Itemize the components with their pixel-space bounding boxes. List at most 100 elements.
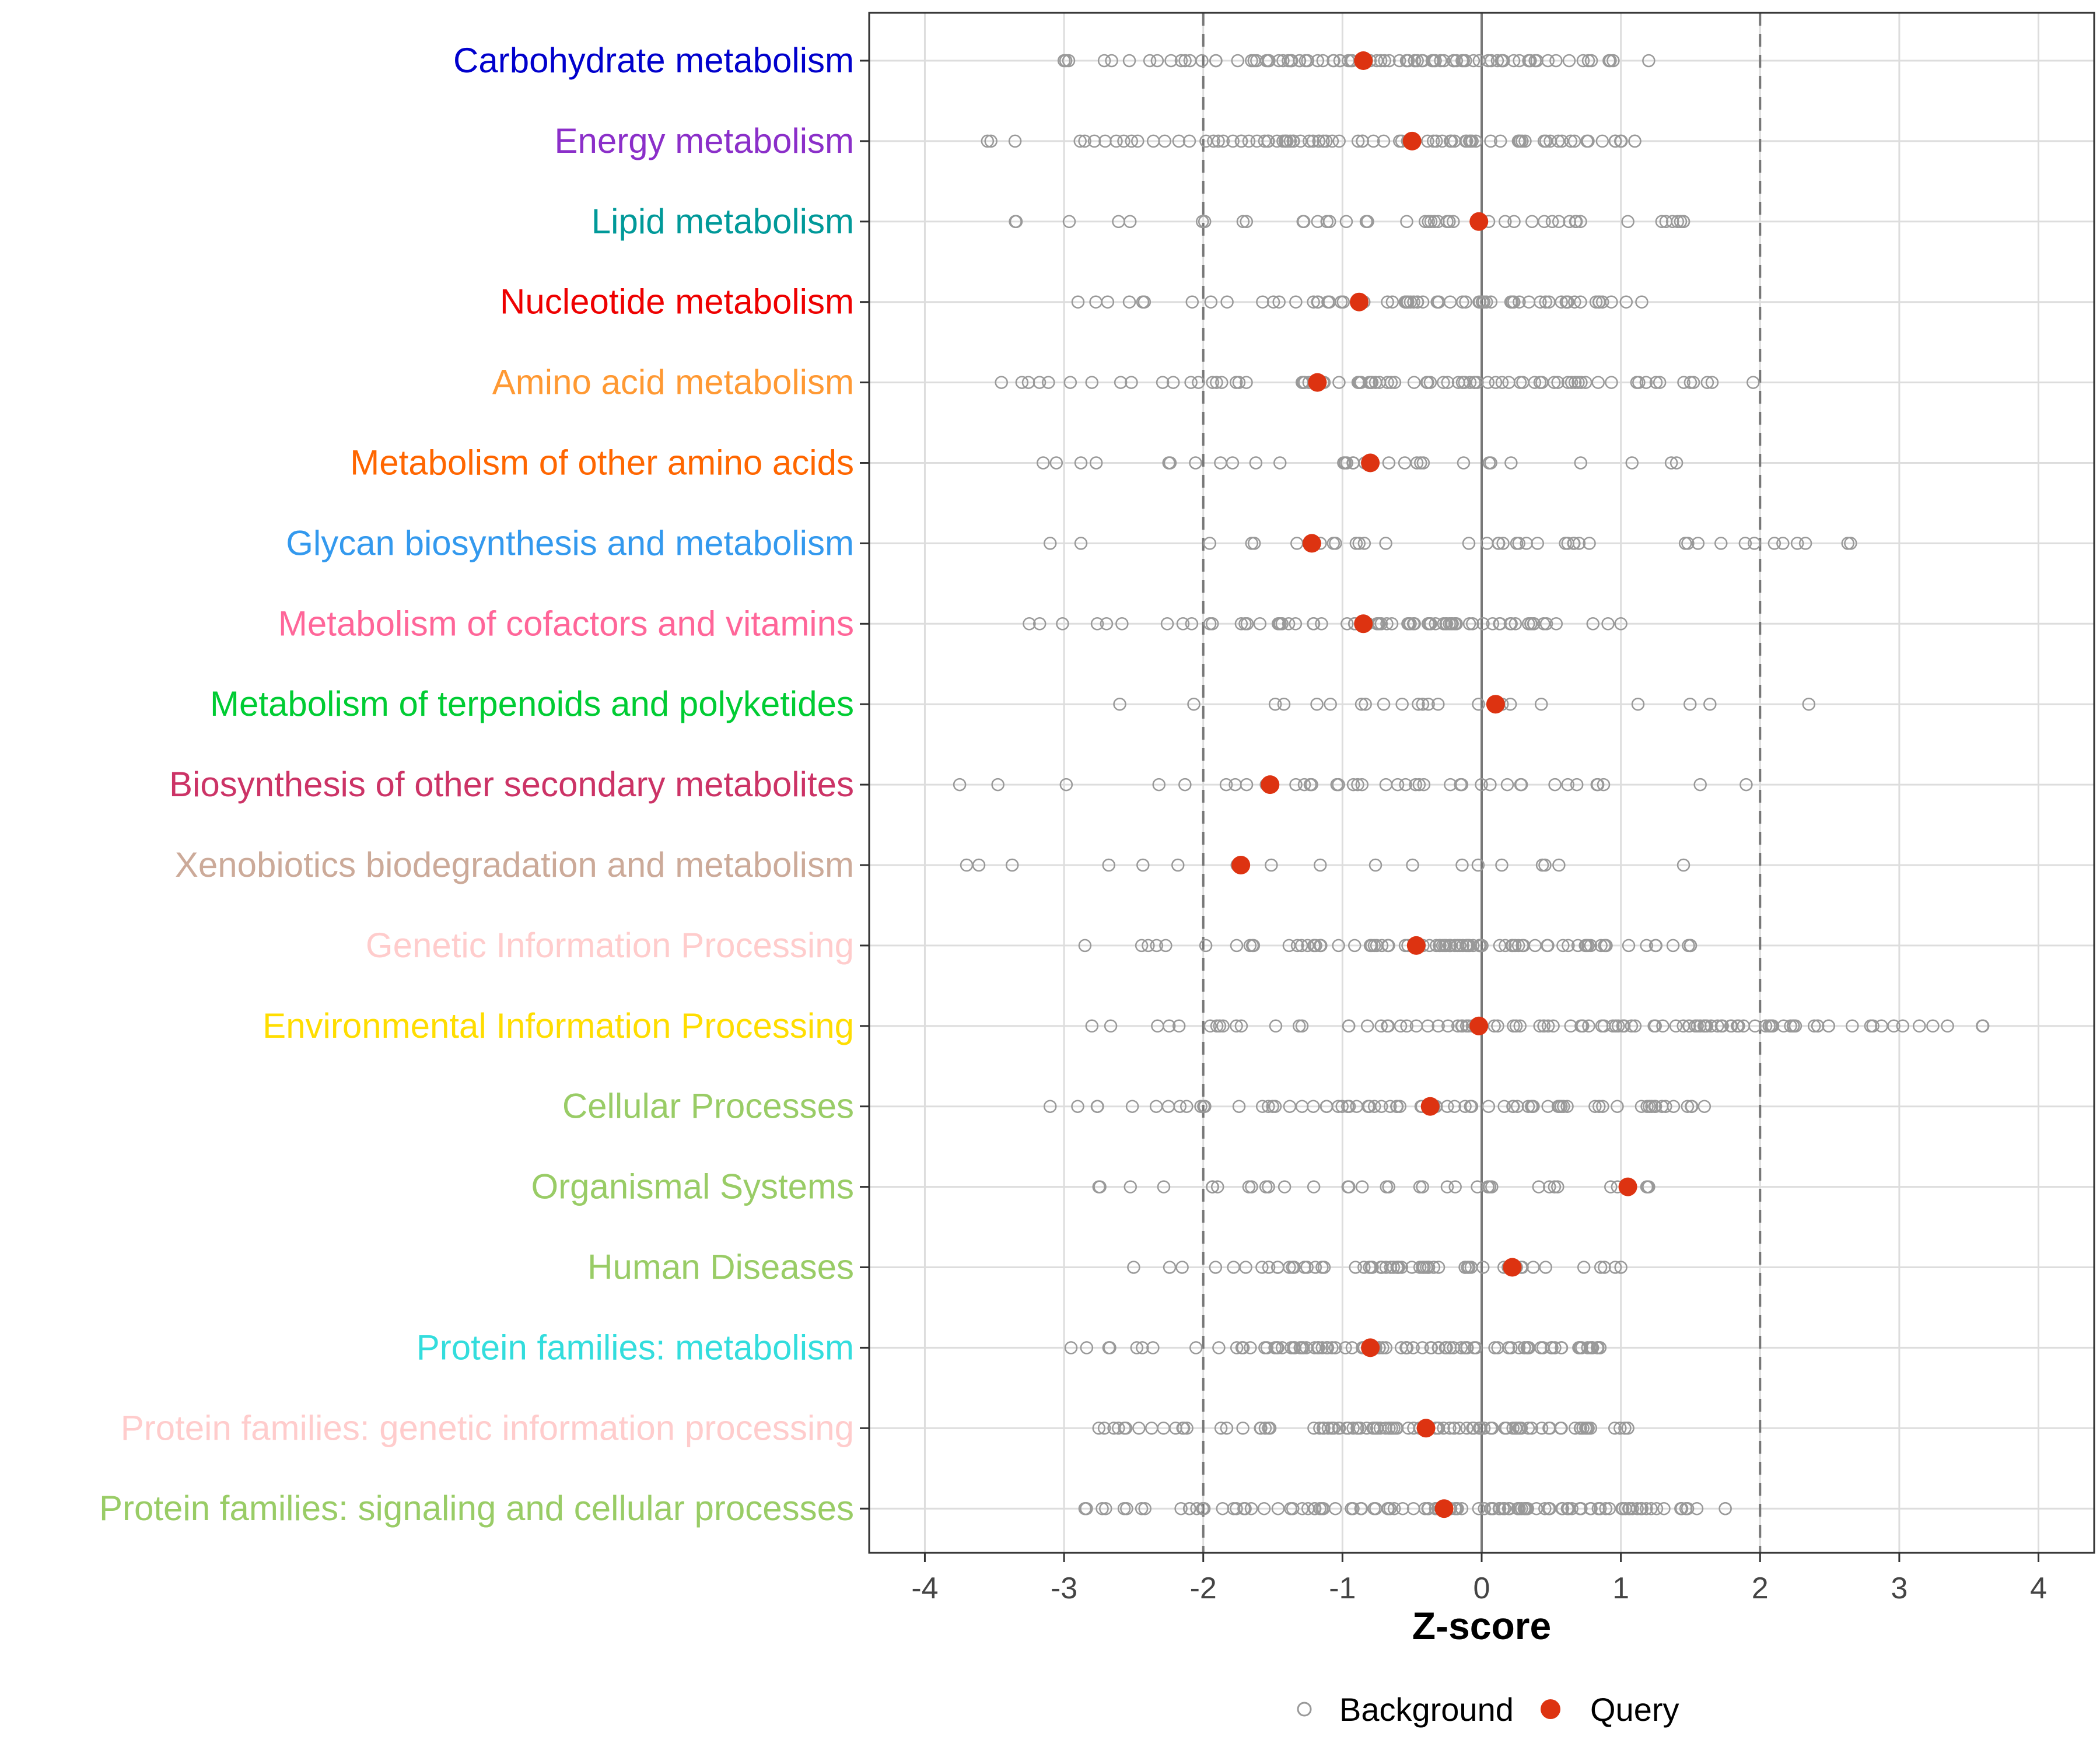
background-point [1125,1100,1139,1113]
background-point [1257,1502,1271,1516]
query-point [1354,614,1373,634]
background-point [1115,617,1129,631]
background-point [1619,295,1633,309]
background-point [1571,939,1585,953]
background-point [1232,1100,1246,1113]
background-point [1481,1180,1494,1194]
background-point [1152,778,1166,792]
background-point [1896,1019,1910,1033]
background-point [1478,1502,1491,1516]
background-point [1314,939,1328,953]
background-point [1270,1341,1284,1354]
background-point [1509,1422,1522,1435]
background-point [1059,778,1073,792]
background-point [1092,1422,1105,1435]
background-point [1595,295,1609,309]
background-point [1056,617,1069,631]
background-point [1640,939,1653,953]
query-point [1434,1499,1454,1518]
background-point [1790,537,1804,550]
background-point [1331,1100,1345,1113]
background-point [1276,54,1290,68]
background-point [1405,1261,1419,1274]
category-label: Protein families: signaling and cellular… [99,1489,854,1528]
background-point [1271,1502,1285,1516]
background-point [1472,697,1485,711]
background-point [1110,134,1123,148]
background-point [1325,1422,1339,1435]
background-point [1765,1019,1779,1033]
background-points [953,54,1990,1516]
background-point [1807,1019,1821,1033]
background-point [1293,54,1306,68]
background-point [1097,54,1111,68]
background-point [1685,1100,1699,1113]
background-point [1659,215,1673,229]
background-point [1683,697,1697,711]
background-point [1545,215,1559,229]
background-point [1176,617,1190,631]
background-point [1410,456,1424,470]
background-point [1194,1100,1208,1113]
background-point [1244,1502,1258,1516]
background-point [1192,376,1205,389]
background-point [1240,376,1253,389]
background-point [1512,1341,1526,1354]
background-point [1363,1261,1376,1274]
background-point [981,134,995,148]
background-point [1448,1180,1462,1194]
background-point [1203,537,1217,550]
background-point [1071,1100,1084,1113]
background-point [1138,1502,1152,1516]
background-point [1614,1261,1628,1274]
background-point [1173,1100,1186,1113]
background-point [1355,778,1369,792]
background-point [1284,54,1298,68]
category-label: Xenobiotics biodegradation and metabolis… [175,845,854,884]
background-point [1664,456,1678,470]
background-point [1458,1261,1472,1274]
category-label: Environmental Information Processing [262,1006,854,1045]
background-point [1759,1019,1773,1033]
background-point [1276,134,1290,148]
legend-background-marker [1297,1702,1312,1717]
background-point [1459,54,1472,68]
background-point [1599,939,1613,953]
background-point [1618,1422,1632,1435]
background-point [1383,1100,1397,1113]
background-point [1357,537,1371,550]
background-point [1426,134,1440,148]
background-point [1189,456,1202,470]
background-point [1085,376,1099,389]
background-point [1236,215,1250,229]
background-point [991,778,1005,792]
background-point [1199,939,1213,953]
background-point [1542,1180,1556,1194]
background-point [1289,295,1303,309]
background-point [1313,858,1327,872]
background-point [1096,1502,1109,1516]
background-point [1227,1261,1240,1274]
background-point [1282,939,1296,953]
background-point [1015,376,1029,389]
background-point [1209,1261,1223,1274]
background-point [1471,376,1484,389]
background-point [1172,1019,1186,1033]
background-point [1609,1019,1623,1033]
background-point [1308,1502,1321,1516]
background-point [1437,376,1450,389]
background-point [1240,215,1253,229]
background-point [1714,537,1728,550]
background-point [1234,617,1248,631]
background-point [1497,1100,1511,1113]
background-point [1608,134,1622,148]
background-point [1093,1180,1107,1194]
background-point [1485,54,1498,68]
background-point [1308,1261,1322,1274]
background-point [1271,1261,1284,1274]
background-point [1548,1341,1562,1354]
background-point [1245,54,1258,68]
background-point [1402,54,1415,68]
background-point [1475,778,1488,792]
background-point [1464,1261,1478,1274]
